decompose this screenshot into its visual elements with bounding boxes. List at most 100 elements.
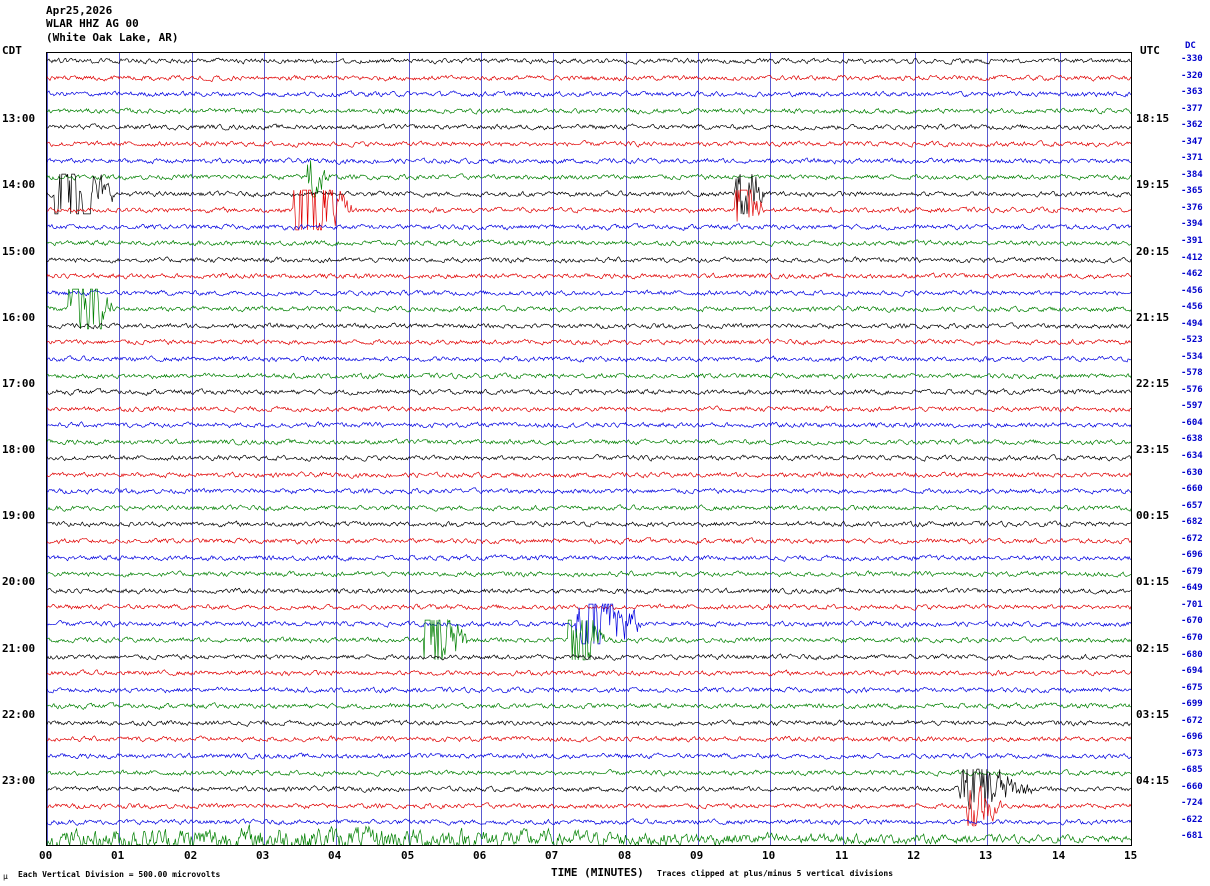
dc-value-row-25: -630 [1181, 467, 1203, 478]
dc-value-row-35: -670 [1181, 632, 1203, 643]
left-time-label-2000: 20:00 [2, 575, 36, 589]
dc-value-row-34: -670 [1181, 616, 1203, 627]
dc-value-row-42: -673 [1181, 748, 1203, 759]
trace-row-24 [47, 435, 1131, 481]
dc-value-row-36: -680 [1181, 649, 1203, 660]
left-axis-label: CDT [2, 44, 22, 57]
left-time-label-1900: 19:00 [2, 509, 36, 523]
trace-row-21 [47, 386, 1131, 432]
left-time-label-2100: 21:00 [2, 641, 36, 655]
dc-value-row-0: -330 [1181, 54, 1203, 64]
trace-row-6 [47, 138, 1131, 184]
right-time-label-2215: 22:15 [1136, 376, 1170, 390]
trace-row-28 [47, 501, 1131, 547]
dc-value-row-31: -679 [1181, 566, 1203, 577]
trace-row-37 [47, 650, 1131, 696]
trace-row-27 [47, 485, 1131, 531]
dc-value-row-46: -622 [1181, 814, 1203, 825]
dc-value-row-23: -638 [1181, 434, 1203, 445]
x-axis-title: TIME (MINUTES) [551, 866, 644, 879]
left-time-label-1800: 18:00 [2, 443, 36, 456]
left-time-label-2300: 23:00 [2, 773, 36, 787]
header-date: Apr25,2026 [46, 4, 113, 17]
dc-value-row-7: -384 [1181, 169, 1203, 180]
dc-column-label: DC [1185, 41, 1196, 51]
left-time-label-1300: 13:00 [2, 112, 36, 126]
dc-value-row-19: -578 [1181, 368, 1203, 379]
dc-value-row-24: -634 [1181, 451, 1203, 461]
dc-value-row-6: -371 [1181, 153, 1203, 164]
trace-row-4 [47, 104, 1131, 150]
dc-value-row-21: -597 [1181, 401, 1203, 412]
gridline-minute-12 [915, 53, 916, 845]
trace-row-3 [47, 88, 1131, 134]
right-time-label-0115: 01:15 [1136, 575, 1170, 589]
x-tick-02: 02 [184, 849, 198, 862]
trace-row-34 [47, 601, 1131, 647]
header-station: WLAR HHZ AG 00 [46, 17, 139, 30]
dc-value-row-5: -347 [1181, 136, 1203, 147]
dc-value-row-39: -699 [1181, 699, 1203, 710]
trace-row-25 [47, 452, 1131, 498]
trace-row-33 [47, 584, 1131, 630]
trace-row-39 [47, 683, 1131, 729]
trace-row-5 [47, 121, 1131, 167]
x-tick-01: 01 [111, 849, 125, 862]
x-tick-06: 06 [473, 849, 487, 862]
dc-value-row-20: -576 [1181, 384, 1203, 395]
trace-row-22 [47, 402, 1131, 448]
gridline-minute-08 [626, 53, 627, 845]
x-tick-00: 00 [39, 849, 53, 862]
right-time-label-1815: 18:15 [1136, 112, 1170, 126]
trace-row-10 [47, 204, 1131, 250]
right-time-label-2115: 21:15 [1136, 310, 1170, 324]
dc-value-row-18: -534 [1181, 351, 1203, 362]
trace-row-23 [47, 419, 1131, 465]
dc-value-row-28: -682 [1181, 517, 1203, 528]
dc-value-row-2: -363 [1181, 87, 1203, 98]
dc-value-row-8: -365 [1181, 186, 1203, 197]
dc-value-row-30: -696 [1181, 550, 1203, 561]
trace-row-18 [47, 336, 1131, 382]
trace-row-13 [47, 253, 1131, 299]
dc-value-row-11: -391 [1181, 235, 1203, 246]
gridline-minute-04 [336, 53, 337, 845]
microvolt-symbol: µ [3, 872, 8, 881]
gridline-minute-01 [119, 53, 120, 845]
trace-row-20 [47, 369, 1131, 415]
dc-value-row-37: -694 [1181, 666, 1203, 677]
gridline-minute-06 [481, 53, 482, 845]
trace-row-19 [47, 353, 1131, 399]
dc-value-row-41: -696 [1181, 732, 1203, 743]
dc-value-row-9: -376 [1181, 202, 1203, 213]
clip-note: Traces clipped at plus/minus 5 vertical … [657, 869, 894, 878]
dc-value-row-12: -412 [1181, 252, 1203, 263]
trace-row-2 [47, 71, 1131, 117]
trace-row-45 [47, 783, 1131, 829]
dc-value-row-3: -377 [1181, 103, 1203, 114]
trace-row-8 [47, 171, 1131, 217]
x-tick-10: 10 [762, 849, 776, 862]
dc-value-row-15: -456 [1181, 302, 1203, 313]
dc-value-row-13: -462 [1181, 269, 1203, 280]
right-axis-label: UTC [1140, 44, 1160, 57]
x-tick-12: 12 [907, 849, 921, 862]
x-tick-15: 15 [1124, 849, 1138, 862]
trace-row-31 [47, 551, 1131, 597]
x-tick-09: 09 [690, 849, 704, 862]
right-time-label-0415: 04:15 [1136, 773, 1170, 787]
trace-row-35 [47, 617, 1131, 663]
dc-value-row-45: -724 [1181, 798, 1203, 809]
gridline-minute-11 [843, 53, 844, 845]
trace-row-46 [47, 799, 1131, 845]
dc-value-row-44: -660 [1181, 781, 1203, 792]
dc-value-row-27: -657 [1181, 500, 1203, 511]
trace-row-11 [47, 220, 1131, 266]
trace-row-15 [47, 286, 1131, 332]
trace-row-43 [47, 750, 1131, 796]
dc-value-row-1: -320 [1181, 70, 1203, 81]
x-tick-13: 13 [979, 849, 993, 862]
right-time-label-2315: 23:15 [1136, 443, 1170, 456]
trace-row-17 [47, 319, 1131, 365]
dc-value-row-4: -362 [1181, 120, 1203, 131]
